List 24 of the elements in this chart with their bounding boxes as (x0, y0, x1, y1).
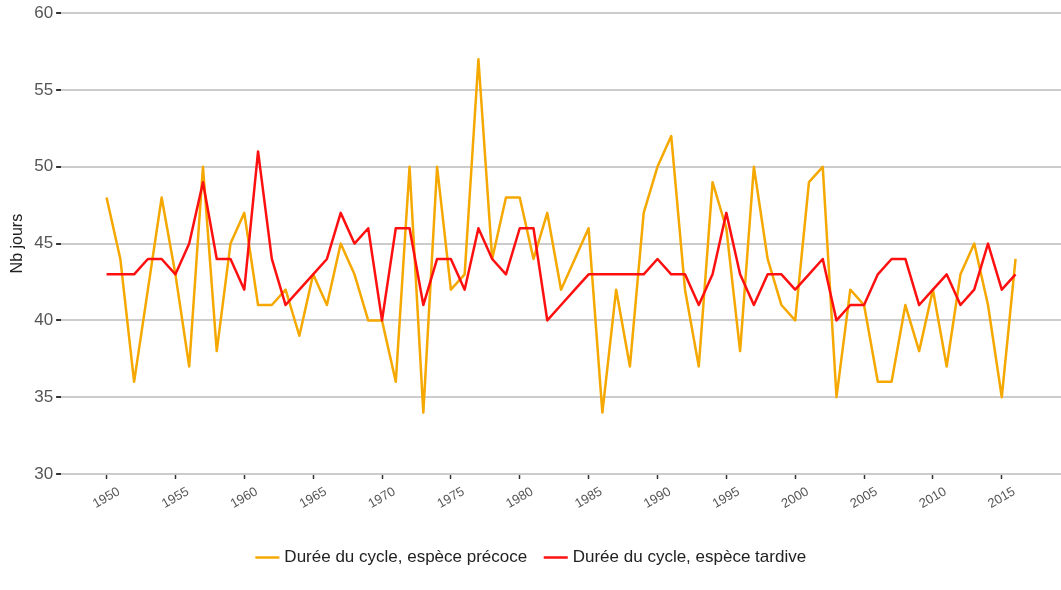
y-tick-label: 60 (34, 2, 54, 22)
x-tick-label: 2015 (985, 483, 1018, 511)
legend-label: Durée du cycle, espèce précoce (284, 547, 528, 567)
x-tick-label: 2005 (847, 483, 880, 511)
x-tick-label: 1980 (503, 483, 536, 511)
x-tick-label: 1995 (709, 483, 743, 511)
x-tick-label: 1970 (365, 483, 398, 511)
x-tick-label: 1955 (158, 483, 192, 511)
y-tick-label: 35 (34, 386, 54, 406)
x-tick-label: 1975 (434, 483, 467, 511)
y-tick-label: 30 (34, 463, 54, 483)
x-tick-label: 1950 (89, 483, 123, 511)
x-tick-label: 1960 (227, 483, 261, 511)
x-tick-label: 1985 (571, 483, 605, 511)
y-tick-label: 40 (34, 310, 54, 330)
x-tick-label: 1990 (640, 483, 674, 511)
x-tick-label: 2000 (778, 483, 811, 511)
y-tick-label: 45 (34, 233, 54, 253)
y-tick-label: 50 (34, 156, 54, 176)
legend-label: Durée du cycle, espèce tardive (572, 547, 807, 567)
y-tick-label: 55 (34, 79, 54, 99)
x-tick-label: 2010 (916, 483, 949, 511)
x-tick-label: 1965 (296, 483, 329, 511)
y-axis-title: Nb jours (8, 213, 26, 274)
